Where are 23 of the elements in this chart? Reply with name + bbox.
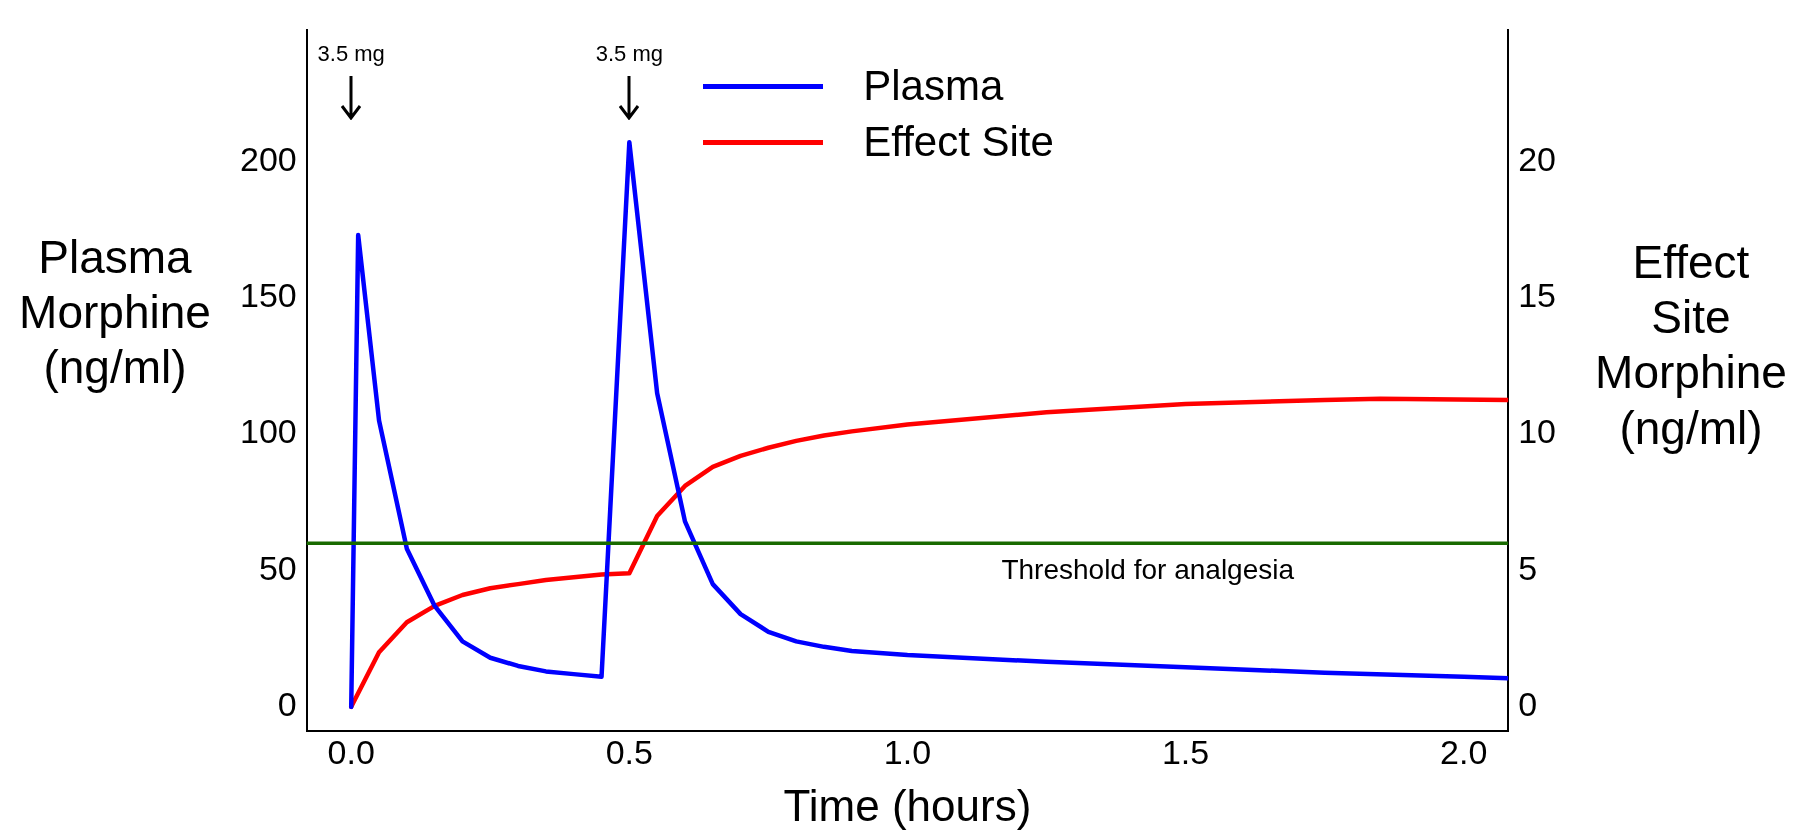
y-tick-label: 0 bbox=[277, 685, 297, 724]
annotation: 3.5 mg bbox=[595, 41, 663, 67]
annotation: 3.5 mg bbox=[317, 41, 385, 67]
y-tick-label: 100 bbox=[239, 412, 297, 451]
y2-tick-label: 20 bbox=[1518, 139, 1557, 178]
y-tick-label: 200 bbox=[239, 139, 297, 178]
y-axis-title: Plasma Morphine (ng/ml) bbox=[18, 230, 212, 396]
y2-tick-label: 15 bbox=[1518, 276, 1557, 315]
y2-tick-label: 5 bbox=[1518, 548, 1538, 587]
x-tick-label: 1.5 bbox=[1161, 733, 1210, 772]
y2-axis-title: Effect Site Morphine (ng/ml) bbox=[1594, 235, 1788, 456]
x-tick-label: 0.5 bbox=[605, 733, 653, 772]
x-axis-title: Time (hours) bbox=[783, 780, 1032, 830]
ref-line-label: Threshold for analgesia bbox=[1001, 553, 1295, 585]
x-tick-label: 0.0 bbox=[327, 733, 375, 772]
x-tick-label: 2.0 bbox=[1440, 733, 1488, 772]
x-tick-label: 1.0 bbox=[883, 733, 932, 772]
y-tick-label: 150 bbox=[239, 276, 297, 315]
legend-label: Effect Site bbox=[863, 118, 1054, 167]
y2-tick-label: 10 bbox=[1518, 412, 1557, 451]
legend-label: Plasma bbox=[863, 62, 1004, 111]
y2-tick-label: 0 bbox=[1518, 685, 1538, 724]
y-tick-label: 50 bbox=[258, 548, 297, 587]
